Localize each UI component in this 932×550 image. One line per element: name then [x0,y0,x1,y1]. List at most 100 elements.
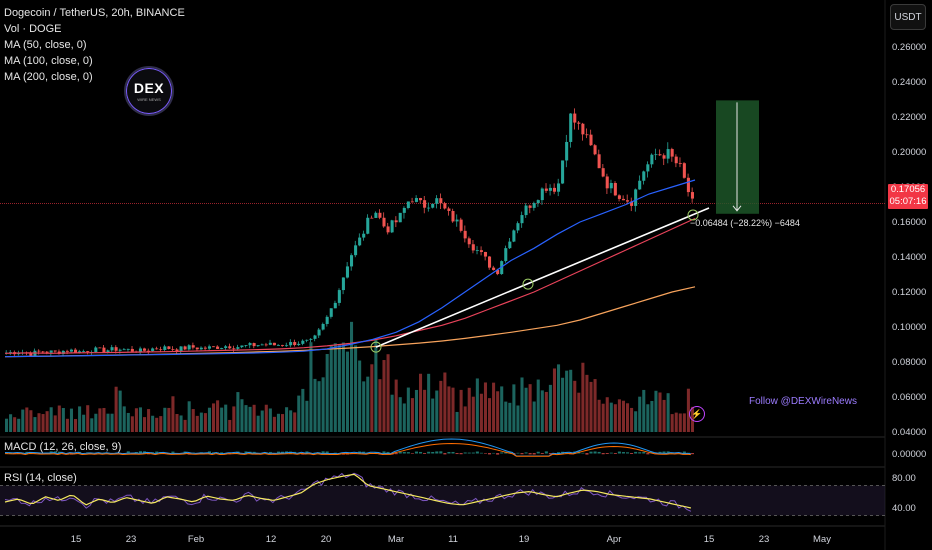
candle-body [244,345,248,347]
last-price-tag: 0.17056 05:07:16 [888,184,928,209]
ma200-label[interactable]: MA (200, close, 0) [4,71,93,83]
time-tick-label: 11 [448,534,458,545]
volume-bar [431,398,435,432]
macd-histogram-bar [171,451,175,454]
volume-bar [378,379,382,432]
candle-body [374,212,378,218]
price-tick-label: 0.04000 [892,427,926,438]
price-tick-label: 0.12000 [892,287,926,298]
candle-body [276,345,280,346]
volume-bar [69,408,73,432]
candle-body [256,345,260,347]
volume-bar [130,416,134,432]
candle-body [650,154,654,165]
volume-bar [548,384,552,432]
volume-bar [593,379,597,432]
candle-body [297,343,301,346]
volume-bar [285,407,289,432]
candle-body [285,345,289,347]
volume-bar [248,406,252,432]
candle-body [370,217,374,219]
volume-bar [293,412,297,432]
macd-histogram-bar [398,451,402,454]
candle-body [207,346,211,349]
last-price-value: 0.17056 [890,184,926,195]
volume-bar [94,413,98,432]
candle-body [252,343,256,347]
time-tick-label: May [813,534,831,545]
candle-body [398,212,402,223]
candle-body [86,351,90,353]
candle-body [386,226,390,233]
volume-bar [621,400,625,432]
price-tick-label: 0.10000 [892,322,926,333]
volume-bar [613,404,617,432]
measure-label: −0.06484 (−28.22%) −6484 [690,218,800,228]
macd-histogram-bar [447,451,451,454]
volume-bar [114,386,118,432]
candle-body [78,351,82,353]
macd-histogram-bar [37,453,41,454]
candle-body [536,200,540,204]
volume-bar [82,414,86,432]
volume-bar [516,405,520,432]
candle-body [577,122,581,124]
volume-bar [666,393,670,432]
candle-body [617,195,621,199]
volume-bar [86,405,90,432]
candle-body [179,346,183,352]
volume-bar [439,380,443,432]
volume-bar [45,411,49,432]
macd-histogram-bar [609,452,613,454]
volume-bar [143,417,147,432]
candle-body [106,350,110,353]
macd-histogram-bar [540,453,544,454]
logo-subtext: WIRE NEWS [137,97,161,102]
candle-body [175,349,179,352]
symbol-title[interactable]: Dogecoin / TetherUS, 20h, BINANCE [4,7,185,19]
macd-label[interactable]: MACD (12, 26, close, 9) [4,441,122,453]
macd-histogram-bar [5,452,9,454]
volume-bar [443,372,447,432]
candle-body [512,230,516,242]
rsi-label[interactable]: RSI (14, close) [4,472,77,484]
candle-body [293,342,297,346]
candle-body [638,180,642,190]
volume-bar [419,373,423,432]
macd-histogram-bar [220,452,224,454]
volume-bar [13,417,17,432]
volume-bar [329,345,333,432]
macd-histogram-bar [524,452,528,454]
volume-bar [110,413,114,432]
candle-body [130,348,134,352]
candle-body [98,347,102,349]
candle-body [82,351,86,352]
volume-bar [650,400,654,432]
time-tick-label: 15 [704,534,715,545]
candle-body [187,345,191,350]
macd-histogram-bar [321,451,325,454]
macd-histogram-bar [536,451,540,454]
candle-body [670,149,674,157]
macd-histogram-bar [666,451,670,454]
time-tick-label: 12 [266,534,277,545]
volume-bar [532,401,536,432]
volume-bar [658,392,662,432]
currency-unit-button[interactable]: USDT [890,4,926,30]
time-tick-label: 20 [321,534,332,545]
volume-bar [220,407,224,432]
candle-body [557,183,561,192]
macd-histogram-bar [642,452,646,454]
candle-body [443,203,447,209]
flash-icon[interactable]: ⚡ [689,406,705,422]
ma100-label[interactable]: MA (100, close, 0) [4,55,93,67]
time-tick-label: 15 [71,534,82,545]
candle-body [9,352,13,353]
macd-histogram-bar [374,452,378,454]
volume-bar [37,413,41,432]
volume-label[interactable]: Vol · DOGE [4,23,62,35]
candle-body [260,344,264,346]
volume-bar [61,408,65,432]
ma50-label[interactable]: MA (50, close, 0) [4,39,87,51]
